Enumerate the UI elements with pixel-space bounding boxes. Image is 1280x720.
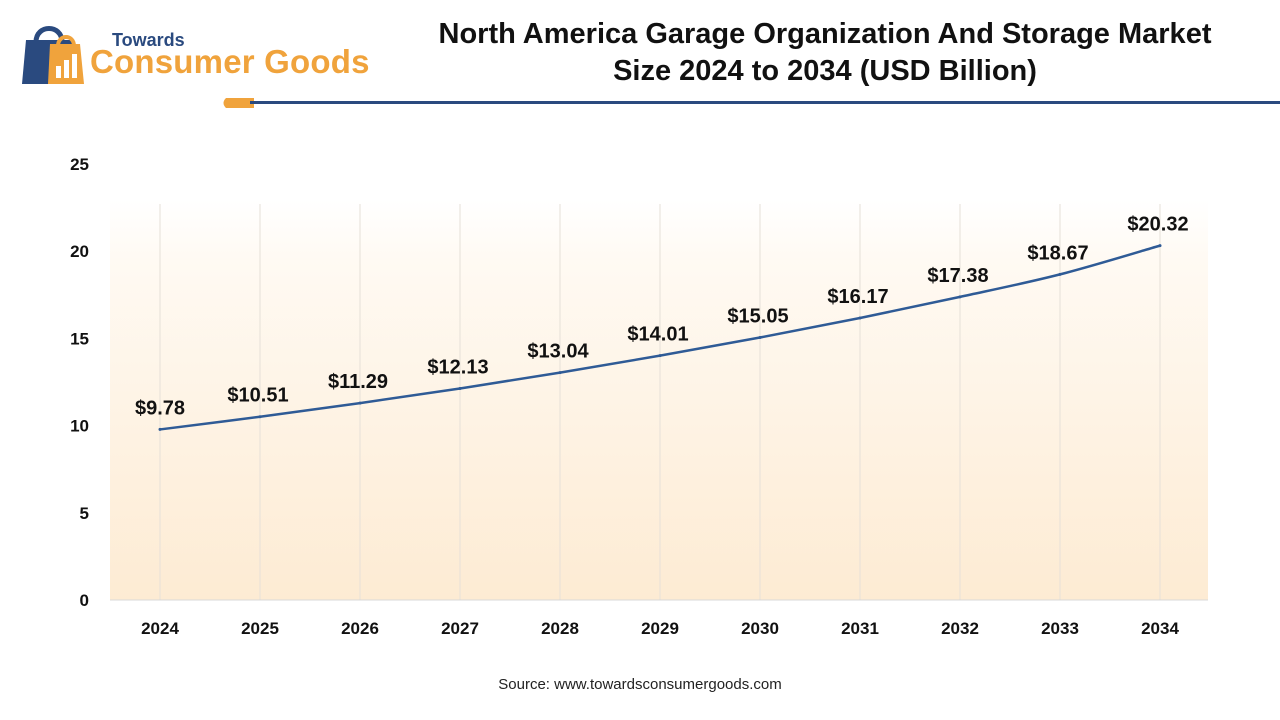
source-text: Source: www.towardsconsumergoods.com bbox=[0, 676, 1280, 693]
chart-title: North America Garage Organization And St… bbox=[400, 16, 1250, 90]
header-divider bbox=[220, 96, 1280, 110]
data-label-2032: $17.38 bbox=[927, 265, 988, 287]
x-tick-label-2026: 2026 bbox=[341, 619, 379, 638]
y-tick-label-15: 15 bbox=[70, 329, 89, 348]
data-label-2025: $10.51 bbox=[227, 385, 288, 407]
data-label-2029: $14.01 bbox=[627, 324, 688, 346]
data-label-2030: $15.05 bbox=[727, 306, 788, 328]
data-label-2034: $20.32 bbox=[1127, 214, 1188, 236]
x-tick-label-2030: 2030 bbox=[741, 619, 779, 638]
data-label-2026: $11.29 bbox=[328, 371, 388, 393]
shopping-bag-icon bbox=[18, 18, 88, 88]
x-tick-label-2031: 2031 bbox=[841, 619, 879, 638]
data-point-2033 bbox=[1059, 273, 1062, 276]
data-label-2028: $13.04 bbox=[527, 341, 589, 363]
y-tick-label-20: 20 bbox=[70, 242, 89, 261]
data-point-2031 bbox=[859, 316, 862, 319]
data-point-2034 bbox=[1159, 244, 1162, 247]
chart-title-line-1: North America Garage Organization And St… bbox=[400, 16, 1250, 53]
x-tick-label-2033: 2033 bbox=[1041, 619, 1079, 638]
divider-accent-tab bbox=[224, 98, 255, 108]
data-point-2032 bbox=[959, 295, 962, 298]
x-tick-label-2025: 2025 bbox=[241, 619, 279, 638]
data-point-2027 bbox=[459, 387, 462, 390]
chart-title-line-2: Size 2024 to 2034 (USD Billion) bbox=[400, 53, 1250, 90]
data-point-2024 bbox=[159, 428, 162, 431]
y-tick-label-10: 10 bbox=[70, 417, 89, 436]
data-point-2029 bbox=[659, 354, 662, 357]
x-tick-label-2024: 2024 bbox=[141, 619, 179, 638]
x-tick-label-2034: 2034 bbox=[1141, 619, 1179, 638]
data-point-2028 bbox=[559, 371, 562, 374]
data-label-2027: $12.13 bbox=[427, 356, 488, 378]
x-tick-label-2029: 2029 bbox=[641, 619, 679, 638]
data-label-2031: $16.17 bbox=[827, 286, 888, 308]
x-tick-label-2032: 2032 bbox=[941, 619, 979, 638]
data-point-2026 bbox=[359, 402, 362, 405]
data-label-2024: $9.78 bbox=[135, 397, 185, 419]
x-tick-label-2027: 2027 bbox=[441, 619, 479, 638]
x-tick-label-2028: 2028 bbox=[541, 619, 579, 638]
brand-logo: Towards Consumer Goods bbox=[18, 18, 378, 90]
data-point-2025 bbox=[259, 415, 262, 418]
logo-brand-main: Consumer Goods bbox=[90, 43, 370, 81]
data-point-2030 bbox=[759, 336, 762, 339]
divider-line bbox=[250, 101, 1280, 104]
y-tick-label-0: 0 bbox=[80, 591, 89, 610]
y-tick-label-25: 25 bbox=[70, 155, 89, 174]
data-label-2033: $18.67 bbox=[1027, 242, 1088, 264]
y-tick-label-5: 5 bbox=[80, 504, 89, 523]
